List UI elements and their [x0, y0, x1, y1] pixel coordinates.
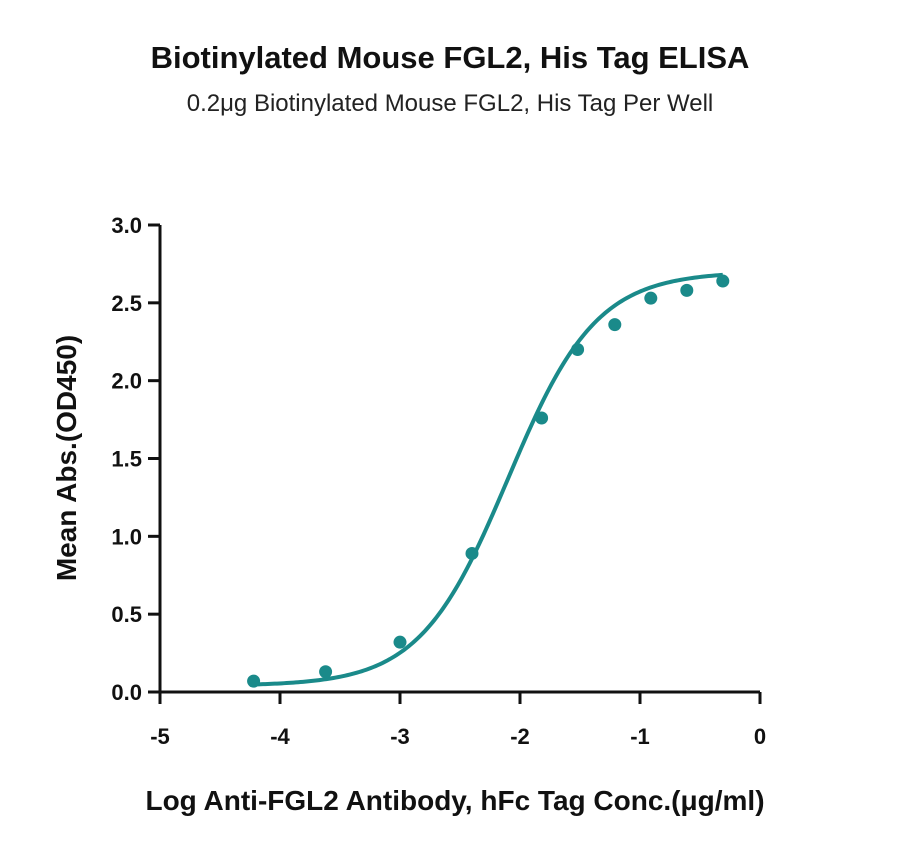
y-tick-label: 0.0	[111, 680, 142, 705]
data-point	[644, 291, 658, 305]
data-point	[465, 546, 479, 560]
x-tick-label: -3	[390, 724, 410, 749]
x-tick-label: -4	[270, 724, 290, 749]
x-tick-label: -2	[510, 724, 530, 749]
x-tick-label: -5	[150, 724, 170, 749]
x-tick-label: -1	[630, 724, 650, 749]
y-tick-label: 3.0	[111, 213, 142, 238]
data-point	[571, 343, 585, 357]
data-point	[608, 318, 622, 332]
data-point	[247, 674, 261, 688]
data-points-layer	[247, 274, 730, 688]
chart-subtitle: 0.2μg Biotinylated Mouse FGL2, His Tag P…	[186, 90, 714, 117]
y-tick-label: 2.5	[111, 291, 142, 316]
data-point	[680, 283, 694, 297]
data-point	[393, 635, 407, 649]
y-tick-label: 2.0	[111, 369, 142, 394]
fit-curve	[253, 272, 723, 687]
fit-curve-layer	[253, 272, 723, 687]
x-tick-label: 0	[754, 724, 766, 749]
chart-title: Biotinylated Mouse FGL2, His Tag ELISA	[150, 40, 750, 75]
y-tick-label: 1.5	[111, 447, 142, 472]
y-tick-label: 1.0	[111, 524, 142, 549]
data-point	[535, 411, 549, 425]
axes: 0.0 0.5 1.0 1.5 2.0 2.5 3.0 -5 -4 -3 -2 -1 0	[111, 213, 766, 749]
y-tick-label: 0.5	[111, 602, 142, 627]
data-point	[716, 274, 730, 288]
x-axis-title: Log Anti-FGL2 Antibody, hFc Tag Conc.(μg…	[145, 785, 764, 816]
y-axis-title: Mean Abs.(OD450)	[51, 335, 82, 581]
data-point	[319, 665, 333, 679]
